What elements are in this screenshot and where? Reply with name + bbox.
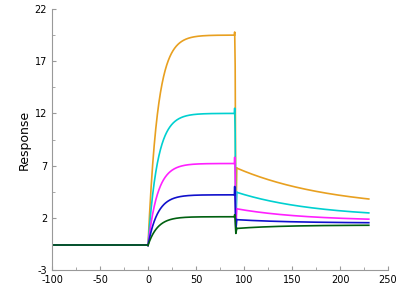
Y-axis label: Response: Response bbox=[18, 110, 30, 170]
